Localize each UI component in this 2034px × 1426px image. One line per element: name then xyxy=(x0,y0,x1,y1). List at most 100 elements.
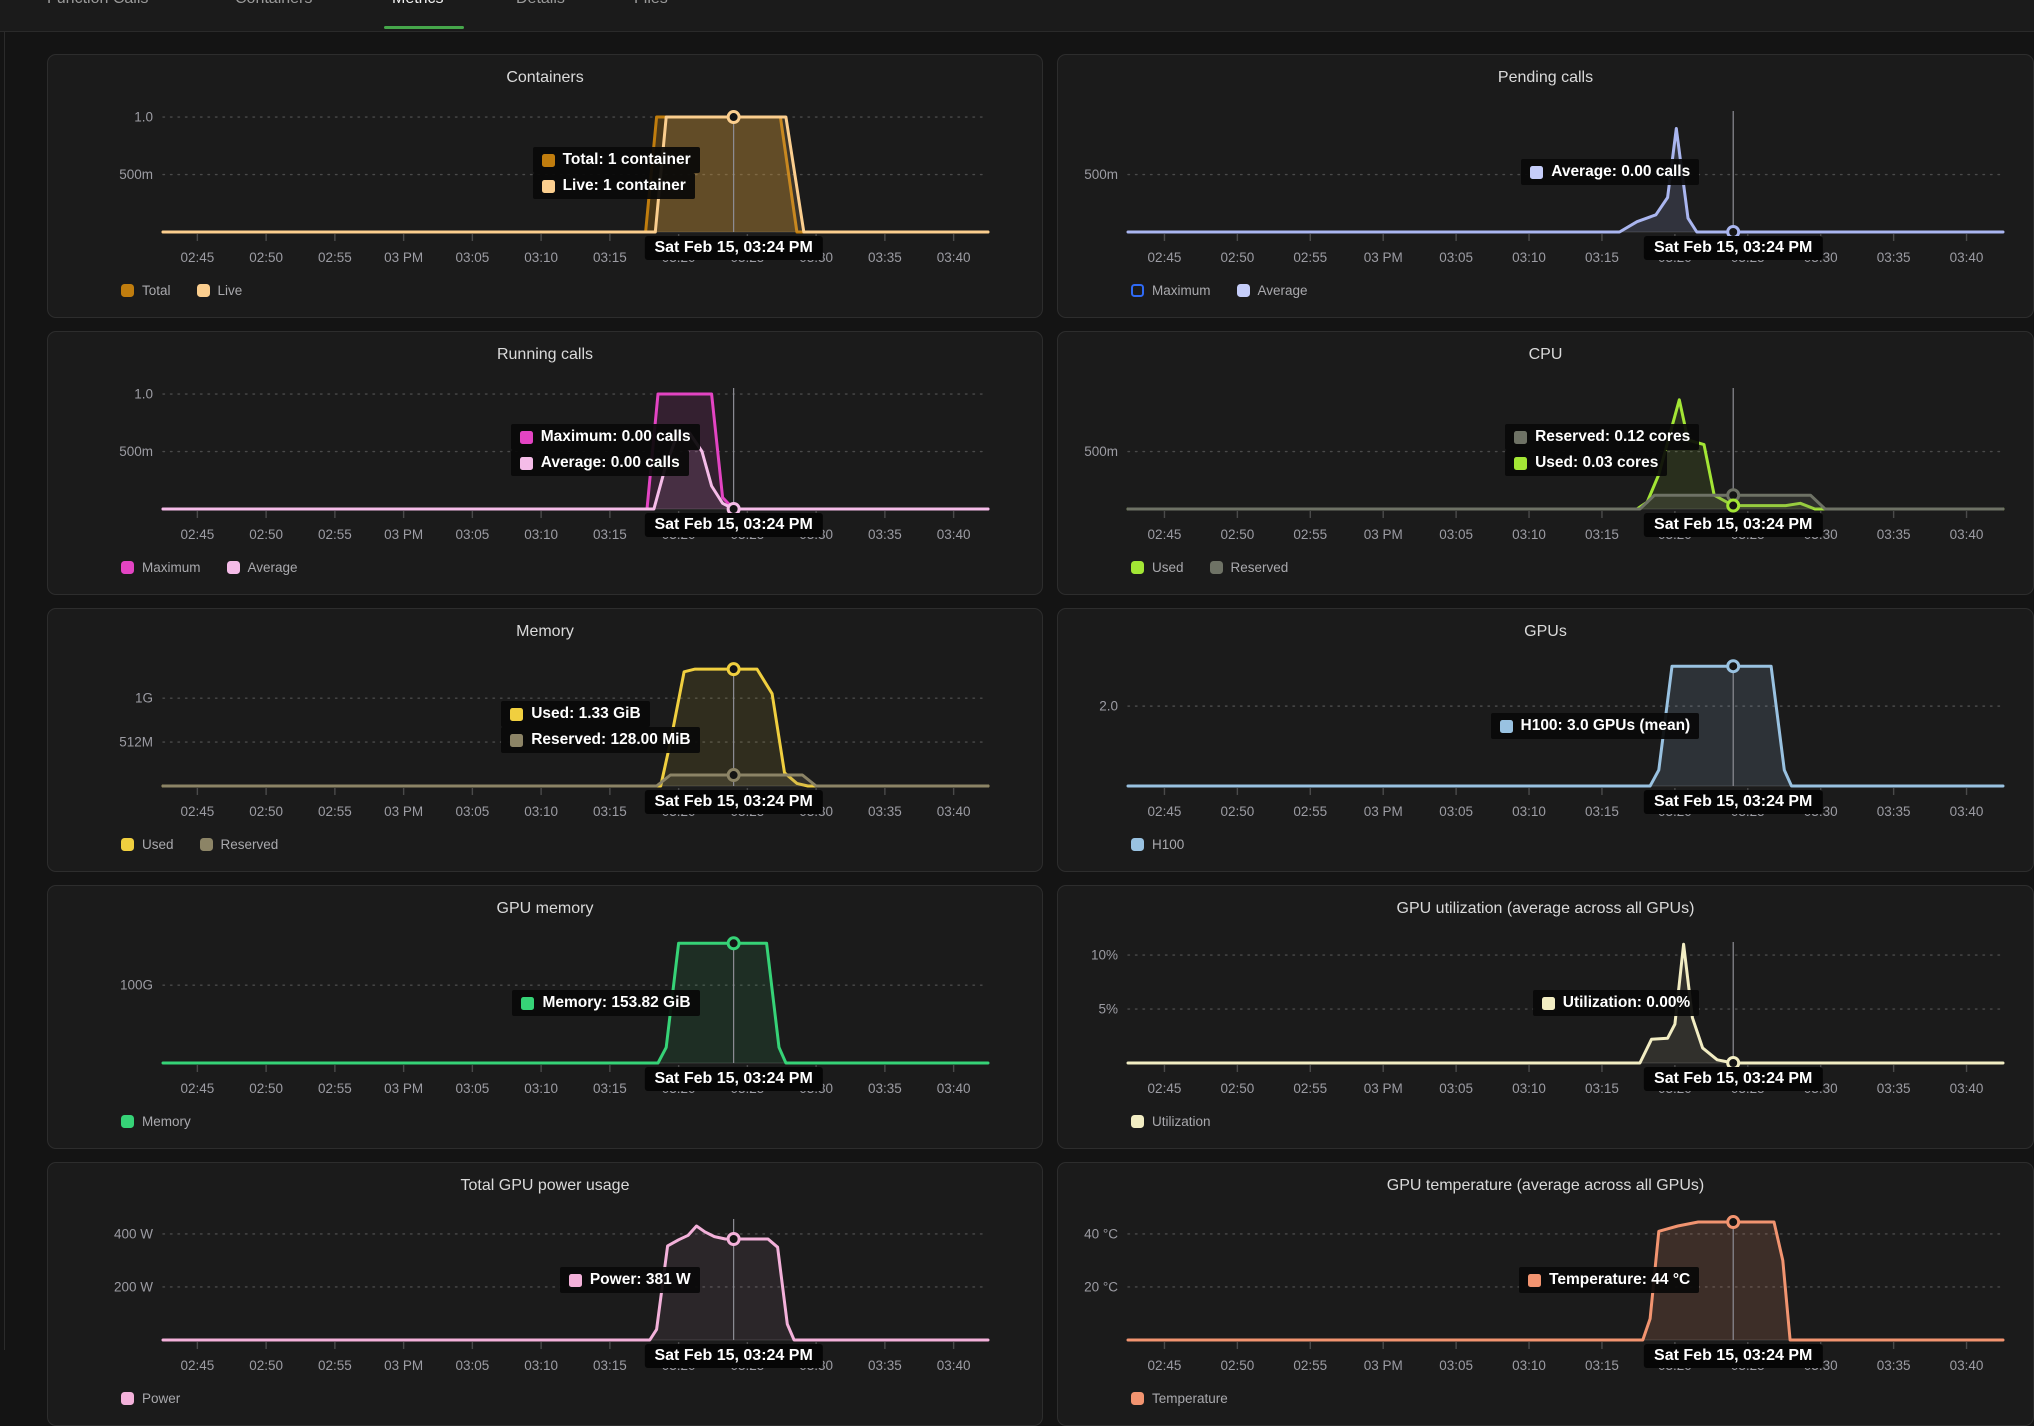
chart-plot-gpu-utilization[interactable]: 10% 5% 02:45 02:50 02:55 03 PM 03:05 03:10 03:15… xyxy=(1058,886,2033,1148)
x-axis-label: 02:45 xyxy=(180,1081,214,1096)
legend-swatch-icon xyxy=(196,284,210,297)
series-area-reserved xyxy=(1128,495,2003,509)
x-axis-label: 03 PM xyxy=(1364,250,1403,265)
chart-plot-gpu-power[interactable]: 400 W 200 W 02:45 02:50 02:55 03 PM 03:05 03:10… xyxy=(48,1163,1042,1425)
chart-tooltip: Total: 1 container Live: 1 container xyxy=(532,147,700,199)
x-axis-label: 03 PM xyxy=(384,1358,423,1373)
chart-tooltip: Memory: 153.82 GiB xyxy=(512,990,700,1016)
tooltip-line: Average: 0.00 calls xyxy=(1521,159,1700,185)
x-axis-label: 02:50 xyxy=(1220,527,1254,542)
x-axis-label: 03 PM xyxy=(1364,804,1403,819)
legend-item-maximum[interactable]: Maximum xyxy=(1131,283,1211,298)
content-left-border xyxy=(4,0,5,1350)
chart-plot-gpu-temperature[interactable]: 40 °C 20 °C 02:45 02:50 02:55 03 PM 03:05 03:10… xyxy=(1058,1163,2033,1425)
tooltip-line: Used: 0.03 cores xyxy=(1505,450,1668,476)
legend-item-used[interactable]: Used xyxy=(1131,560,1184,575)
x-axis-label: 02:45 xyxy=(180,527,214,542)
legend-swatch-icon xyxy=(121,284,134,297)
legend-item-live[interactable]: Live xyxy=(196,283,242,298)
chart-legend: Utilization xyxy=(1131,1114,1211,1129)
legend-label: Memory xyxy=(142,1114,191,1129)
chart-plot-gpu-memory[interactable]: 100G 02:45 02:50 02:55 03 PM 03:05 03:10 03:15 0… xyxy=(48,886,1042,1148)
chart-plot-gpus[interactable]: 2.0 02:45 02:50 02:55 03 PM 03:05 03:10 03:15 03… xyxy=(1058,609,2033,871)
x-axis-label: 03:05 xyxy=(455,527,489,542)
tooltip-series-swatch-icon xyxy=(1528,1273,1542,1287)
x-axis-label: 03:40 xyxy=(1950,1358,1984,1373)
tooltip-line: H100: 3.0 GPUs (mean) xyxy=(1490,713,1700,739)
tab-containers[interactable]: Containers xyxy=(235,0,312,8)
tooltip-text: Reserved: 0.12 cores xyxy=(1535,428,1691,445)
x-axis-label: 03:10 xyxy=(1512,1358,1546,1373)
x-axis-label: 02:45 xyxy=(180,1358,214,1373)
tab-details[interactable]: Details xyxy=(516,0,565,8)
x-axis-label: 03:05 xyxy=(455,804,489,819)
chart-plot-containers[interactable]: 1.0 500m 02:45 02:50 02:55 03 PM 03:05 03:10 03:… xyxy=(48,55,1042,317)
legend-item-total[interactable]: Total xyxy=(121,283,171,298)
legend-label: Reserved xyxy=(1230,560,1289,575)
legend-swatch-icon xyxy=(1131,1392,1144,1405)
legend-item-power[interactable]: Power xyxy=(121,1391,180,1406)
legend-label: Temperature xyxy=(1152,1391,1228,1406)
chart-plot-cpu[interactable]: 500m 02:45 02:50 02:55 03 PM 03:05 03:10 03:15 0… xyxy=(1058,332,2033,594)
chart-title: GPUs xyxy=(1524,623,1567,640)
y-axis-label: 200 W xyxy=(114,1279,153,1294)
tab-files[interactable]: Files xyxy=(634,0,668,8)
legend-item-reserved[interactable]: Reserved xyxy=(1209,560,1289,575)
series-line-live xyxy=(161,115,990,234)
x-axis-label: 02:45 xyxy=(1148,1358,1182,1373)
x-axis-label: 02:50 xyxy=(1220,804,1254,819)
crosshair-date-tooltip: Sat Feb 15, 03:24 PM xyxy=(644,1067,823,1091)
x-axis-label: 02:50 xyxy=(249,527,283,542)
tooltip-series-swatch-icon xyxy=(521,996,535,1010)
legend-item-utilization[interactable]: Utilization xyxy=(1131,1114,1211,1129)
crosshair-date-tooltip: Sat Feb 15, 03:24 PM xyxy=(1644,1067,1823,1091)
chart-card-memory: 1G 512M 02:45 02:50 02:55 03 PM 03:05 03:10 03:1… xyxy=(47,608,1043,872)
hover-point-marker xyxy=(1726,1215,1741,1230)
y-axis-label: 1.0 xyxy=(134,387,153,402)
legend-item-memory[interactable]: Memory xyxy=(121,1114,191,1129)
chart-plot-running-calls[interactable]: 1.0 500m 02:45 02:50 02:55 03 PM 03:05 03:10 03:… xyxy=(48,332,1042,594)
legend-item-average[interactable]: Average xyxy=(1236,283,1308,298)
x-axis-label: 03:35 xyxy=(1877,1081,1911,1096)
chart-tooltip: Used: 1.33 GiB Reserved: 128.00 MiB xyxy=(501,701,700,753)
x-axis-label: 02:50 xyxy=(249,1081,283,1096)
y-axis-label: 500m xyxy=(119,167,153,182)
legend-item-temperature[interactable]: Temperature xyxy=(1131,1391,1228,1406)
x-axis-label: 02:55 xyxy=(1293,1081,1327,1096)
legend-item-average[interactable]: Average xyxy=(226,560,298,575)
chart-card-cpu: 500m 02:45 02:50 02:55 03 PM 03:05 03:10 03:15 0… xyxy=(1057,331,2034,595)
x-axis-label: 03 PM xyxy=(384,527,423,542)
x-axis-label: 03:35 xyxy=(868,1081,902,1096)
tooltip-text: Average: 0.00 calls xyxy=(540,454,680,471)
tooltip-line: Live: 1 container xyxy=(532,173,695,199)
chart-legend: Used Reserved xyxy=(121,837,278,852)
chart-card-gpu-power: 400 W 200 W 02:45 02:50 02:55 03 PM 03:05 03:10… xyxy=(47,1162,1043,1426)
x-axis-label: 02:55 xyxy=(1293,804,1327,819)
chart-legend: Memory xyxy=(121,1114,191,1129)
crosshair-date-tooltip: Sat Feb 15, 03:24 PM xyxy=(1644,236,1823,260)
hover-point-marker xyxy=(726,110,741,125)
x-axis-label: 03:05 xyxy=(1439,1358,1473,1373)
chart-title: Containers xyxy=(506,69,584,86)
x-axis-label: 03:40 xyxy=(937,1358,971,1373)
series-line-reserved xyxy=(161,773,990,788)
legend-item-used[interactable]: Used xyxy=(121,837,174,852)
chart-plot-pending-calls[interactable]: 500m 02:45 02:50 02:55 03 PM 03:05 03:10 03:15 0… xyxy=(1058,55,2033,317)
crosshair-date-tooltip: Sat Feb 15, 03:24 PM xyxy=(644,513,823,537)
hover-point-marker xyxy=(726,1232,741,1247)
legend-label: Total xyxy=(142,283,171,298)
x-axis-label: 03:40 xyxy=(937,1081,971,1096)
legend-item-maximum[interactable]: Maximum xyxy=(121,560,201,575)
x-axis-label: 02:45 xyxy=(1148,527,1182,542)
legend-item-reserved[interactable]: Reserved xyxy=(199,837,279,852)
legend-label: Reserved xyxy=(220,837,279,852)
x-axis-label: 03 PM xyxy=(1364,527,1403,542)
x-axis-label: 03:40 xyxy=(1950,1081,1984,1096)
tab-metrics[interactable]: Metrics xyxy=(392,0,444,8)
tab-function-calls[interactable]: Function Calls xyxy=(47,0,148,8)
legend-item-h100[interactable]: H100 xyxy=(1131,837,1184,852)
x-axis-label: 02:50 xyxy=(249,250,283,265)
tooltip-text: Used: 0.03 cores xyxy=(1535,454,1659,471)
chart-plot-memory[interactable]: 1G 512M 02:45 02:50 02:55 03 PM 03:05 03:10 03:1… xyxy=(48,609,1042,871)
tooltip-series-swatch-icon xyxy=(541,179,555,193)
